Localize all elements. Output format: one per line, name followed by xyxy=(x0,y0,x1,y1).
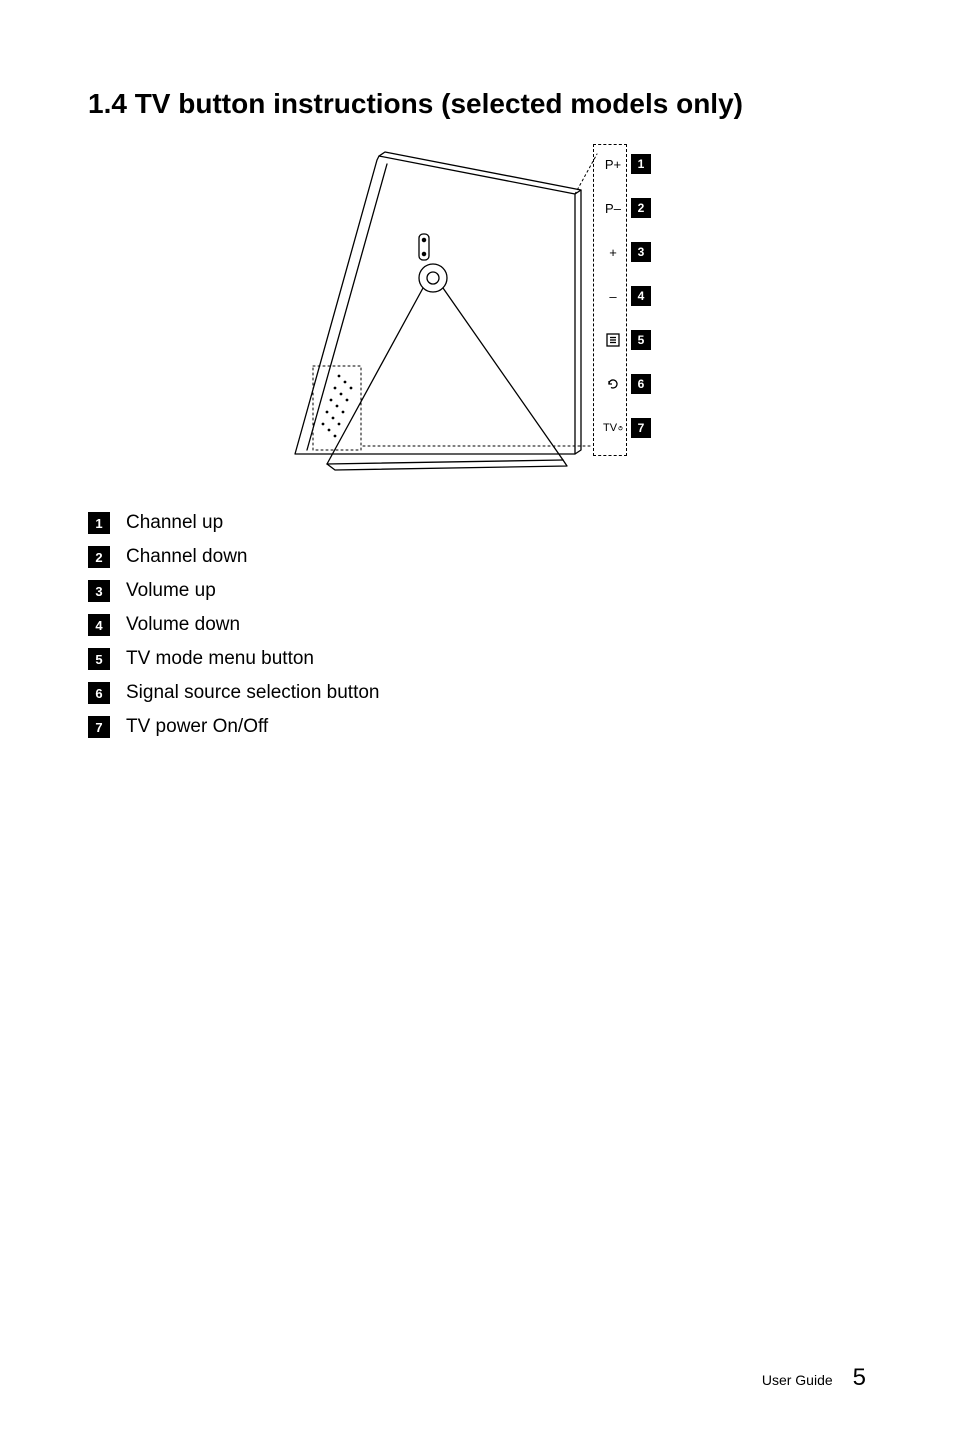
button-row-1: P+ 1 xyxy=(603,150,651,178)
callout-1: 1 xyxy=(631,154,651,174)
callout-2: 2 xyxy=(631,198,651,218)
callout-5: 5 xyxy=(631,330,651,350)
button-row-4: – 4 xyxy=(603,282,651,310)
button-label-channel-up: P+ xyxy=(603,158,623,171)
menu-icon xyxy=(603,333,623,347)
tv-power-text: TV xyxy=(603,423,617,434)
legend-text: TV mode menu button xyxy=(126,648,314,670)
legend-num: 3 xyxy=(88,580,110,602)
legend-row: 5 TV mode menu button xyxy=(88,648,866,670)
button-label-volume-down: – xyxy=(603,290,623,303)
cycle-icon xyxy=(603,377,623,391)
callout-4: 4 xyxy=(631,286,651,306)
button-label-channel-down: P– xyxy=(603,202,623,215)
button-row-7: TV 7 xyxy=(603,414,651,442)
button-row-5: 5 xyxy=(603,326,651,354)
button-callout-column: P+ 1 P– 2 + 3 – 4 xyxy=(603,150,651,442)
legend-num: 6 xyxy=(88,682,110,704)
button-row-3: + 3 xyxy=(603,238,651,266)
legend-row: 1 Channel up xyxy=(88,512,866,534)
figure-wrap: P+ 1 P– 2 + 3 – 4 xyxy=(88,144,866,484)
button-row-6: 6 xyxy=(603,370,651,398)
legend-num: 2 xyxy=(88,546,110,568)
legend-row: 4 Volume down xyxy=(88,614,866,636)
legend-row: 7 TV power On/Off xyxy=(88,716,866,738)
legend-num: 7 xyxy=(88,716,110,738)
section-title: 1.4 TV button instructions (selected mod… xyxy=(88,88,866,120)
tv-button-diagram: P+ 1 P– 2 + 3 – 4 xyxy=(267,144,687,484)
legend-text: Signal source selection button xyxy=(126,682,380,704)
legend-num: 5 xyxy=(88,648,110,670)
page: 1.4 TV button instructions (selected mod… xyxy=(0,0,954,1452)
legend-row: 3 Volume up xyxy=(88,580,866,602)
legend-row: 2 Channel down xyxy=(88,546,866,568)
legend-text: Volume down xyxy=(126,614,240,636)
legend-num: 4 xyxy=(88,614,110,636)
footer-page-number: 5 xyxy=(853,1364,866,1392)
legend-text: Volume up xyxy=(126,580,216,602)
callout-7: 7 xyxy=(631,418,651,438)
legend-num: 1 xyxy=(88,512,110,534)
page-footer: User Guide 5 xyxy=(762,1364,866,1392)
legend-list: 1 Channel up 2 Channel down 3 Volume up … xyxy=(88,512,866,738)
legend-text: Channel down xyxy=(126,546,247,568)
tv-power-icon: TV xyxy=(603,423,623,434)
footer-label: User Guide xyxy=(762,1372,833,1388)
legend-row: 6 Signal source selection button xyxy=(88,682,866,704)
callout-3: 3 xyxy=(631,242,651,262)
button-row-2: P– 2 xyxy=(603,194,651,222)
legend-text: Channel up xyxy=(126,512,223,534)
button-label-volume-up: + xyxy=(603,246,623,259)
legend-text: TV power On/Off xyxy=(126,716,268,738)
callout-6: 6 xyxy=(631,374,651,394)
